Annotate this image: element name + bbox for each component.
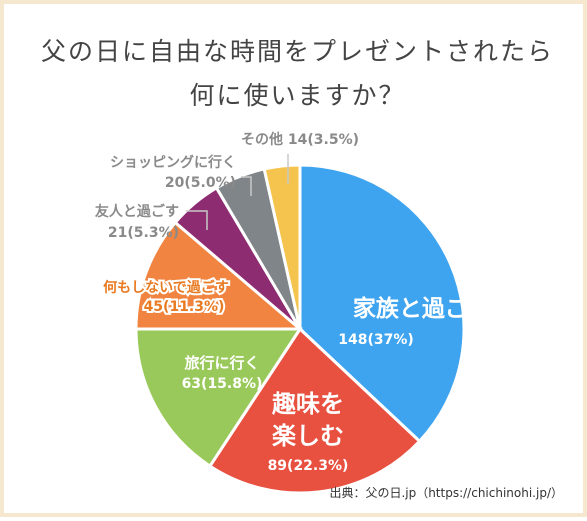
pie-slice-2 — [134, 327, 303, 469]
slice-label-hobby-line1: 趣味を — [271, 390, 344, 418]
slice-label-hobby-line2: 楽しむ — [272, 422, 344, 450]
pie-slice-3 — [134, 220, 305, 331]
pie-slices — [134, 163, 466, 495]
slice-value-friends: 21(5.3%) — [108, 225, 179, 241]
leader-line-friends — [186, 210, 208, 230]
leader-line-shopping — [241, 176, 252, 196]
slice-value-hobby: 89(22.3%) — [268, 458, 349, 474]
slice-label-shopping: ショッピングに行く — [110, 154, 236, 171]
slice-label-travel: 旅行に行く — [184, 354, 259, 372]
pie-slice-0 — [298, 163, 466, 444]
source-citation: 出典：父の日.jp（https://chichinohi.jp/） — [329, 486, 563, 500]
slice-label-nothing: 何もしないで過ごす — [103, 279, 229, 296]
leader-lines — [186, 154, 289, 230]
pie-slice-6 — [262, 163, 302, 330]
slice-value-shopping: 20(5.0%) — [165, 175, 236, 191]
pie-slice-1 — [207, 326, 422, 495]
chart-title-line-1: 父の日に自由な時間をプレゼントされたら — [40, 37, 554, 66]
slice-label-family: 家族と過ごす — [353, 295, 491, 322]
slice-value-family: 148(37%) — [338, 332, 414, 348]
chart-title-line-2: 何に使いますか？ — [189, 81, 406, 110]
slice-label-other: その他 14(3.5%) — [241, 131, 359, 148]
slice-value-travel: 63(15.8%) — [182, 376, 263, 392]
slice-value-nothing: 45(11.3%) — [144, 299, 225, 315]
slice-label-friends: 友人と過ごす — [95, 203, 179, 220]
